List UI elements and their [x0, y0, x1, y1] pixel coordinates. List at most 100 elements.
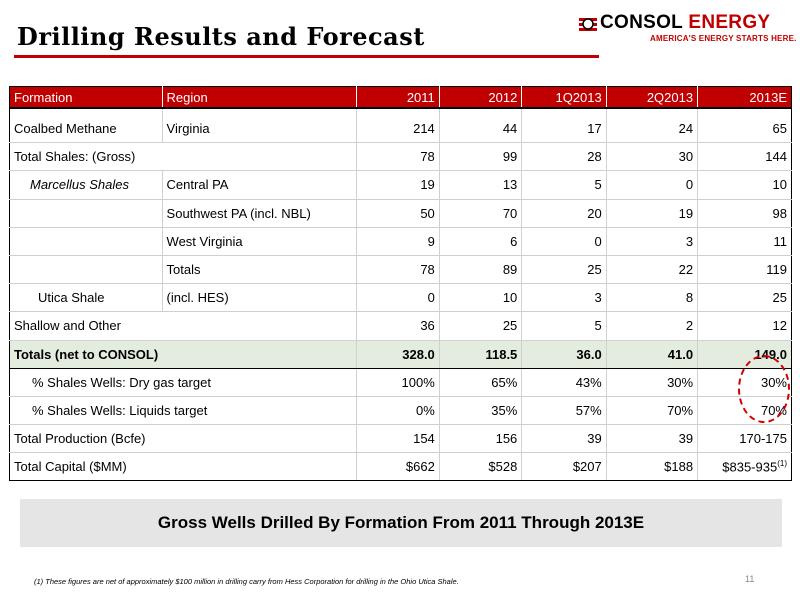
- table-cell: [9, 255, 163, 285]
- table-cell: % Shales Wells: Dry gas target: [8, 368, 358, 397]
- column-header: Formation: [9, 86, 163, 109]
- table-cell: 2: [606, 311, 699, 341]
- table-cell: 11: [697, 227, 792, 256]
- table-cell: % Shales Wells: Liquids target: [8, 396, 358, 426]
- table-cell: 30: [606, 142, 699, 172]
- table-cell: 0: [521, 227, 607, 256]
- table-cell: 8: [606, 283, 699, 313]
- table-cell: 17: [521, 115, 607, 144]
- column-header: 1Q2013: [521, 86, 607, 109]
- table-row: Total Production (Bcfe) 154 156 39 39 17…: [8, 424, 792, 454]
- table-cell: 6: [439, 227, 523, 256]
- table-cell: 156: [439, 424, 523, 454]
- table-cell: 70%: [606, 396, 699, 426]
- table-cell: 118.5: [439, 339, 523, 369]
- table-cell: West Virginia: [162, 227, 358, 256]
- table-cell: (incl. HES): [162, 283, 358, 313]
- table-cell: 170-175: [697, 424, 792, 454]
- table-cell: 44: [439, 115, 523, 144]
- table-cell: 3: [521, 283, 607, 313]
- table-cell: $662: [356, 452, 440, 482]
- table-cell: Shallow and Other: [8, 311, 358, 341]
- table-cell: 78: [356, 255, 440, 285]
- table-cell: 25: [697, 283, 792, 313]
- table-cell: 50: [356, 199, 440, 228]
- table-row: Marcellus Shales Central PA 19 13 5 0 10: [9, 170, 792, 200]
- table-cell: 35%: [439, 396, 523, 426]
- table-cell: Coalbed Methane: [9, 115, 163, 144]
- table-cell: Total Shales: (Gross): [8, 142, 358, 172]
- table-cell: 100%: [356, 368, 440, 397]
- table-row: Shallow and Other 36 25 5 2 12: [8, 311, 792, 341]
- column-header: Region: [162, 86, 358, 109]
- table-cell: 70: [439, 199, 523, 228]
- table-row: % Shales Wells: Liquids target 0% 35% 57…: [8, 396, 792, 426]
- consol-logo-icon: [579, 18, 597, 31]
- table-cell: 10: [697, 170, 792, 200]
- logo-tagline: AMERICA'S ENERGY STARTS HERE.: [650, 34, 797, 43]
- table-cell: Central PA: [162, 170, 358, 200]
- column-header: 2012: [439, 86, 523, 109]
- table-cell: 39: [606, 424, 699, 454]
- table-header-row: Formation Region 2011 2012 1Q2013 2Q2013…: [9, 86, 792, 109]
- table-cell: Total Capital ($MM): [8, 452, 358, 482]
- table-cell: 89: [439, 255, 523, 285]
- table-row: Totals 78 89 25 22 119: [9, 255, 792, 285]
- table-cell: 25: [521, 255, 607, 285]
- table-cell: 0%: [356, 396, 440, 426]
- table-cell: [9, 227, 163, 256]
- table-cell: 36: [356, 311, 440, 341]
- table-cell: Marcellus Shales: [9, 170, 163, 200]
- table-cell: 5: [521, 311, 607, 341]
- column-header: 2011: [356, 86, 440, 109]
- table-cell: $188: [606, 452, 699, 482]
- table-cell: 3: [606, 227, 699, 256]
- table-cell: 12: [697, 311, 792, 341]
- table-total-row: Totals (net to CONSOL) 328.0 118.5 36.0 …: [8, 339, 792, 369]
- column-header: 2Q2013: [606, 86, 699, 109]
- table-cell: 98: [697, 199, 792, 228]
- footnote-marker: (1): [777, 459, 787, 469]
- table-cell: $528: [439, 452, 523, 482]
- table-cell: 328.0: [356, 339, 440, 369]
- table-cell: 43%: [521, 368, 607, 397]
- table-cell: Virginia: [162, 115, 358, 144]
- table-cell: 13: [439, 170, 523, 200]
- table-cell: 0: [356, 283, 440, 313]
- highlight-dashed-circle: [738, 355, 790, 423]
- table-cell: Utica Shale: [9, 283, 163, 313]
- company-logo: CONSOL ENERGY AMERICA'S ENERGY STARTS HE…: [578, 12, 796, 52]
- table-cell: 154: [356, 424, 440, 454]
- table-row: Total Shales: (Gross) 78 99 28 30 144: [8, 142, 792, 172]
- table-cell: 119: [697, 255, 792, 285]
- table-cell: Totals: [162, 255, 358, 285]
- table-cell: 78: [356, 142, 440, 172]
- table-cell: 0: [606, 170, 699, 200]
- table-cell: Total Production (Bcfe): [8, 424, 358, 454]
- table-row: % Shales Wells: Dry gas target 100% 65% …: [8, 368, 792, 397]
- table-cell: $207: [521, 452, 607, 482]
- table-cell: 10: [439, 283, 523, 313]
- table-row: West Virginia 9 6 0 3 11: [9, 227, 792, 256]
- page-title: Drilling Results and Forecast: [17, 22, 425, 51]
- table-cell: $835-935(1): [697, 452, 792, 482]
- table-cell: Southwest PA (incl. NBL): [162, 199, 358, 228]
- table-cell: Totals (net to CONSOL): [8, 339, 358, 369]
- table-cell: 30%: [606, 368, 699, 397]
- column-header: 2013E: [697, 86, 792, 109]
- table-cell: 36.0: [521, 339, 607, 369]
- table-row: Southwest PA (incl. NBL) 50 70 20 19 98: [9, 199, 792, 228]
- drilling-table: Formation Region 2011 2012 1Q2013 2Q2013…: [8, 86, 792, 482]
- table-cell: 20: [521, 199, 607, 228]
- table-cell: 22: [606, 255, 699, 285]
- title-underline: [14, 55, 599, 58]
- table-cell: 19: [356, 170, 440, 200]
- footnote: (1) These figures are net of approximate…: [34, 577, 459, 586]
- table-cell: 99: [439, 142, 523, 172]
- table-cell: 24: [606, 115, 699, 144]
- page-number: 11: [745, 574, 755, 584]
- table-cell: 214: [356, 115, 440, 144]
- table-cell: 28: [521, 142, 607, 172]
- table-cell: 9: [356, 227, 440, 256]
- table-cell: 19: [606, 199, 699, 228]
